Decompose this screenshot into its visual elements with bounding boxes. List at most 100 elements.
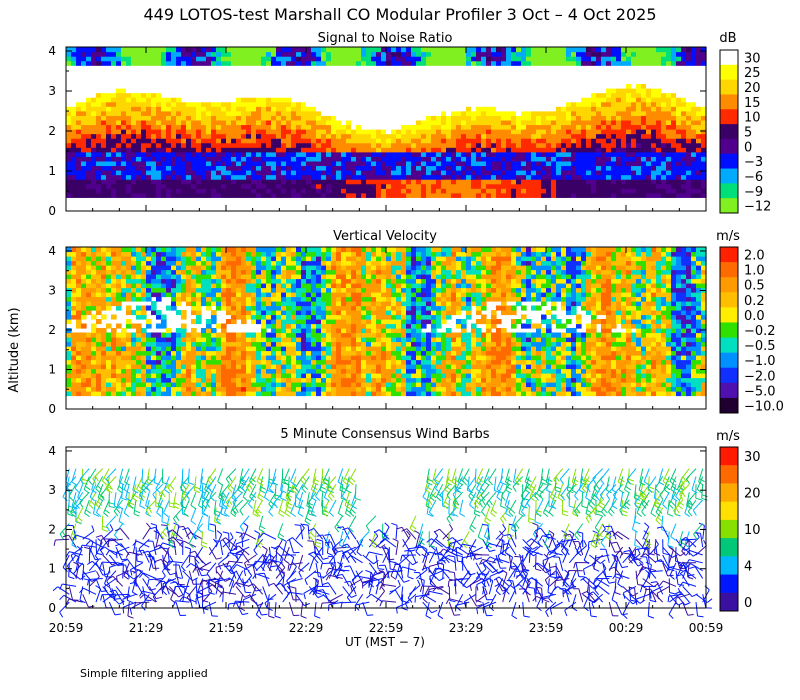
snr-cell (446, 138, 452, 144)
snr-cell (626, 88, 632, 94)
snr-cell (201, 129, 207, 135)
vv-cell (106, 359, 112, 365)
snr-cell (631, 174, 637, 180)
snr-cell (346, 170, 352, 176)
snr-cell (451, 179, 457, 185)
snr-cell (496, 101, 502, 107)
snr-cell (561, 47, 567, 53)
snr-cell (666, 119, 672, 126)
snr-cell (101, 188, 107, 194)
snr-cell (381, 142, 387, 148)
snr-cell (361, 69, 367, 75)
snr-cell (581, 183, 587, 189)
vv-cell (86, 287, 92, 293)
vv-cell (151, 346, 157, 352)
snr-cell (231, 110, 237, 116)
snr-cell (561, 65, 567, 71)
snr-cell (336, 74, 342, 80)
snr-cell (566, 69, 572, 75)
snr-cell (516, 165, 522, 171)
vv-cell (146, 377, 152, 383)
snr-cell (211, 56, 217, 62)
vv-cell (161, 337, 167, 343)
snr-cell (236, 129, 242, 135)
snr-cell (596, 151, 602, 157)
snr-cell (596, 165, 602, 171)
snr-cell (556, 147, 562, 153)
vv-cell (106, 269, 112, 275)
snr-cell (491, 69, 497, 75)
snr-cell (636, 60, 642, 66)
snr-cell (521, 129, 527, 135)
snr-cell (626, 142, 632, 148)
snr-cell (306, 47, 312, 53)
y-axis-label: Altitude (km) (7, 307, 22, 392)
snr-cell (551, 174, 557, 180)
snr-cell (651, 92, 657, 98)
snr-cell (551, 78, 557, 85)
snr-cell (606, 110, 612, 116)
snr-cell (111, 106, 117, 112)
snr-cell (191, 183, 197, 189)
snr-cell (686, 192, 692, 198)
snr-cell (646, 110, 652, 116)
snr-cell (666, 188, 672, 194)
snr-cell (206, 179, 212, 185)
snr-cell (156, 133, 162, 139)
snr-cell (521, 174, 527, 180)
snr-cell (166, 138, 172, 144)
snr-cell (611, 151, 617, 157)
snr-cell (526, 160, 532, 167)
snr-cell (631, 65, 637, 71)
snr-cell (121, 170, 127, 176)
vv-cell (66, 319, 72, 325)
snr-cell (221, 156, 227, 162)
snr-cell (166, 47, 172, 53)
snr-cell (656, 179, 662, 185)
vv-cell (151, 382, 157, 388)
vv-cell (86, 260, 92, 266)
snr-cell (316, 110, 322, 116)
snr-cell (406, 106, 412, 112)
snr-cell (401, 151, 407, 157)
snr-cell (361, 174, 367, 180)
snr-cell (141, 92, 147, 98)
snr-cell (571, 129, 577, 135)
snr-cell (696, 60, 702, 66)
vv-cell (91, 368, 97, 374)
vv-cell (76, 382, 82, 388)
snr-cell (86, 56, 92, 62)
colorbar-swatch (720, 109, 738, 125)
snr-cell (466, 179, 472, 185)
snr-cell (471, 78, 477, 85)
snr-cell (516, 69, 522, 75)
snr-cell (291, 183, 297, 189)
snr-cell (201, 88, 207, 94)
snr-cell (301, 183, 307, 189)
vv-cell (86, 269, 92, 275)
snr-cell (641, 51, 647, 57)
snr-cell (646, 179, 652, 185)
snr-cell (461, 192, 467, 198)
vv-cell (76, 247, 82, 253)
vv-cell (121, 256, 127, 262)
snr-cell (586, 60, 592, 66)
snr-cell (591, 151, 597, 157)
snr-cell (256, 110, 262, 116)
snr-cell (96, 97, 102, 103)
snr-cell (91, 129, 97, 135)
snr-cell (71, 97, 77, 103)
snr-cell (166, 65, 172, 71)
vv-cell (66, 377, 72, 383)
snr-cell (241, 147, 247, 153)
snr-cell (241, 156, 247, 162)
vv-cell (156, 373, 162, 379)
snr-cell (176, 51, 182, 57)
snr-cell (216, 106, 222, 112)
snr-cell (651, 106, 657, 112)
snr-cell (496, 192, 502, 198)
snr-cell (406, 97, 412, 103)
snr-cell (386, 188, 392, 194)
snr-cell (646, 129, 652, 135)
snr-cell (451, 106, 457, 112)
